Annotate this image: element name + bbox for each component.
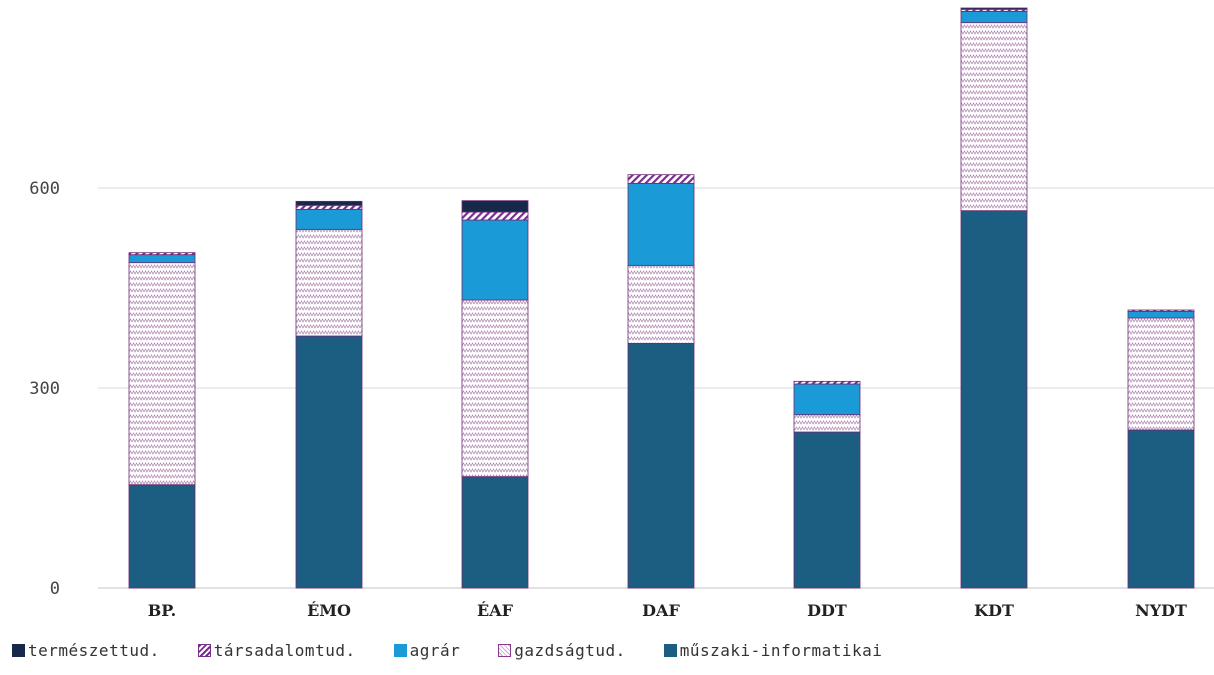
category-label: ÉMO bbox=[307, 600, 351, 620]
stacked-bar-chart: 0 300 600 BP. ÉMO ÉAF DAF DDT KDT NYDT bbox=[29, 7, 1214, 620]
bar-segment bbox=[295, 200, 363, 206]
legend-swatch bbox=[393, 644, 407, 657]
legend-item: műszaki-informatikai bbox=[663, 641, 883, 660]
bar-segment bbox=[295, 335, 363, 589]
bar-segment bbox=[295, 204, 363, 210]
category-label: KDT bbox=[974, 601, 1014, 620]
category-label: DDT bbox=[807, 601, 847, 620]
bar-segment bbox=[960, 7, 1028, 10]
y-tick-labels: 0 300 600 bbox=[29, 179, 60, 599]
legend-swatch bbox=[498, 644, 512, 657]
legend-item: társadalomtud. bbox=[197, 641, 356, 660]
category-label: DAF bbox=[642, 601, 680, 620]
bar-segment bbox=[1127, 309, 1195, 312]
bar-segment bbox=[461, 476, 529, 589]
bar-segment bbox=[627, 182, 695, 266]
bar-segment bbox=[960, 210, 1028, 589]
legend-label: agrár bbox=[409, 641, 461, 660]
legend-label: társadalomtud. bbox=[213, 641, 356, 660]
bar-segment bbox=[1127, 310, 1195, 319]
bars bbox=[128, 7, 1195, 589]
legend-swatch bbox=[663, 644, 677, 657]
bar-segment bbox=[627, 264, 695, 344]
bar-segment bbox=[960, 22, 1028, 212]
bar-segment bbox=[461, 299, 529, 478]
bar-segment bbox=[793, 431, 861, 589]
category-label: NYDT bbox=[1135, 601, 1187, 620]
bar-segment bbox=[461, 200, 529, 213]
bar-segment bbox=[461, 211, 529, 221]
bar-segment bbox=[461, 219, 529, 301]
bar-segment bbox=[793, 383, 861, 416]
legend-item: agrár bbox=[393, 641, 461, 660]
category-label: ÉAF bbox=[477, 600, 514, 620]
category-label: BP. bbox=[148, 601, 176, 620]
category-labels: BP. ÉMO ÉAF DAF DDT KDT NYDT bbox=[148, 600, 1187, 620]
legend-label: gazdságtud. bbox=[514, 641, 626, 660]
legend-swatch bbox=[197, 644, 211, 657]
bar-segment bbox=[128, 484, 196, 589]
bar-segment bbox=[1127, 429, 1195, 589]
legend-swatch bbox=[12, 644, 25, 657]
bar-segment bbox=[128, 262, 196, 486]
y-tick-label: 300 bbox=[29, 379, 60, 399]
bar-segment bbox=[793, 414, 861, 433]
bar-segment bbox=[295, 208, 363, 230]
bar-segment bbox=[960, 10, 1028, 24]
bar-segment bbox=[128, 254, 196, 264]
bar-segment bbox=[1127, 317, 1195, 431]
bar-segment bbox=[627, 342, 695, 589]
legend-item: természettud. bbox=[12, 641, 160, 660]
legend-item: gazdságtud. bbox=[498, 641, 625, 660]
bar-segment bbox=[128, 252, 196, 256]
legend-label: műszaki-informatikai bbox=[679, 641, 883, 660]
bar-segment bbox=[627, 174, 695, 184]
y-tick-label: 600 bbox=[29, 179, 60, 199]
bar-segment bbox=[793, 380, 861, 385]
legend-label: természettud. bbox=[28, 641, 160, 660]
legend: természettud. társadalomtud. agrár gazdságt… bbox=[12, 641, 920, 660]
bar-segment bbox=[295, 228, 363, 337]
y-tick-label: 0 bbox=[50, 579, 60, 599]
